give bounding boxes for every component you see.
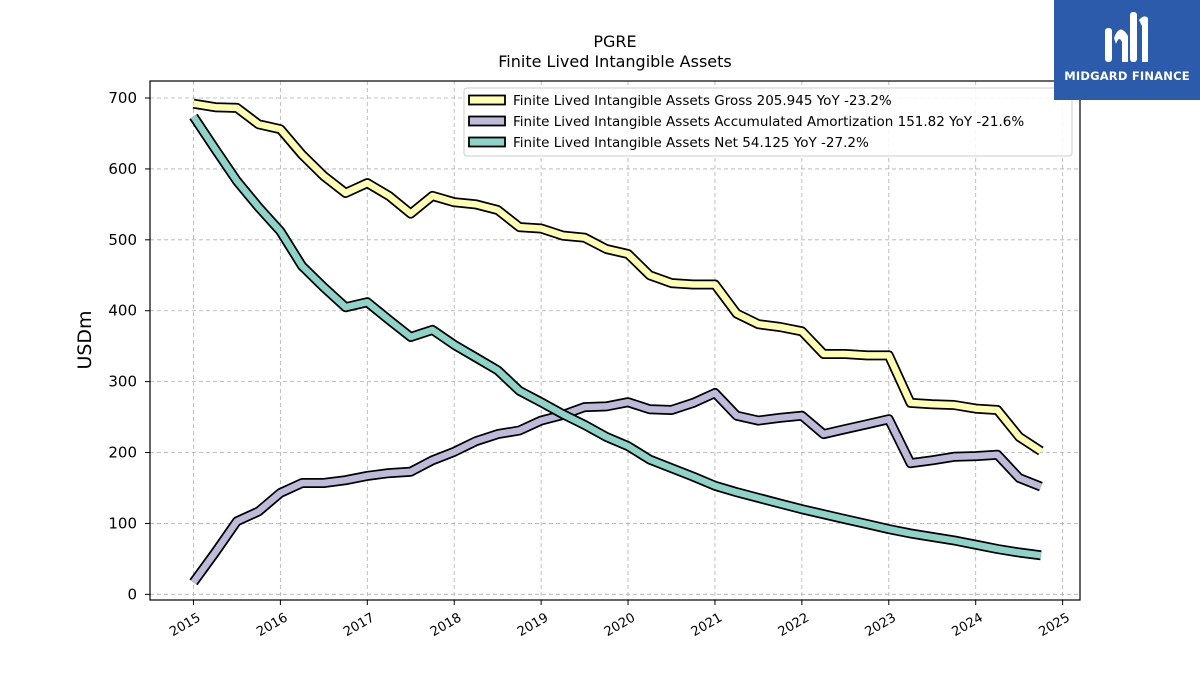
x-tick-label: 2018 (428, 610, 464, 640)
series-3 (189, 113, 1042, 561)
series-line-outline (189, 113, 1042, 561)
series-line (192, 100, 1043, 454)
legend-entry: Finite Lived Intangible Assets Accumulat… (513, 114, 1024, 130)
y-tick-label: 200 (108, 444, 137, 462)
midgard-logo-icon (1105, 12, 1148, 62)
x-tick-label: 2023 (863, 610, 899, 640)
brand-badge: MIDGARD FINANCE (1054, 0, 1200, 100)
x-tick-label: 2016 (254, 610, 290, 640)
x-tick-label: 2024 (950, 610, 986, 640)
legend-frame (463, 87, 1073, 157)
series-layer (189, 98, 1044, 586)
x-tick-label: 2021 (689, 610, 725, 640)
y-tick-label: 500 (108, 231, 137, 249)
chart-subtitle: Finite Lived Intangible Assets (498, 52, 731, 71)
x-tick-label: 2015 (167, 610, 203, 640)
y-tick-label: 300 (108, 373, 137, 391)
legend-swatch (468, 136, 506, 148)
x-tick-label: 2020 (602, 610, 638, 640)
y-tick-label: 400 (108, 302, 137, 320)
tick-layer: 0 100 200 300 400 500 600 700 2015 2016 2017 2018 20… (108, 89, 1072, 640)
legend-entry: Finite Lived Intangible Assets Net 54.12… (513, 135, 869, 151)
y-tick-label: 700 (108, 89, 137, 107)
series-line-outline (189, 388, 1043, 586)
legend-swatch (468, 115, 506, 127)
plot-frame (149, 80, 1081, 601)
y-tick-label: 0 (127, 585, 137, 603)
chart-title: PGRE (593, 32, 636, 51)
legend-swatch (468, 94, 506, 106)
x-tick-label: 2017 (341, 610, 377, 640)
x-tick-label: 2022 (776, 610, 812, 640)
y-tick-label: 600 (108, 160, 137, 178)
series-1 (192, 98, 1044, 456)
x-tick-label: 2019 (515, 610, 551, 640)
series-line (190, 389, 1043, 585)
x-tick-label: 2025 (1036, 610, 1072, 640)
series-2 (189, 388, 1043, 586)
series-line (190, 114, 1042, 559)
y-tick-label: 100 (108, 514, 137, 532)
grid-layer (150, 81, 1080, 600)
brand-name: MIDGARD FINANCE (1064, 69, 1190, 83)
y-axis-label: USDm (74, 310, 96, 369)
legend: Finite Lived Intangible Assets Gross 205… (463, 87, 1073, 157)
legend-entry: Finite Lived Intangible Assets Gross 205… (513, 93, 892, 109)
